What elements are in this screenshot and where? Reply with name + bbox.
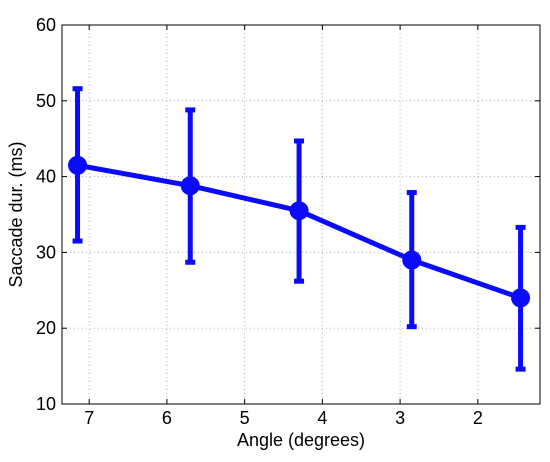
x-tick-label: 2 <box>473 408 483 428</box>
y-tick-label: 20 <box>36 318 56 338</box>
y-tick-label: 60 <box>36 15 56 35</box>
axis-ticks: 7 6 5 4 3 2 10 20 30 40 50 60 <box>36 15 540 428</box>
data-point <box>68 155 88 175</box>
data-series <box>68 86 531 372</box>
x-tick-label: 5 <box>240 408 250 428</box>
data-point <box>402 250 422 270</box>
y-tick-label: 30 <box>36 242 56 262</box>
data-point <box>289 201 309 221</box>
y-axis-label: Saccade dur. (ms) <box>6 141 26 287</box>
y-tick-label: 50 <box>36 91 56 111</box>
x-tick-label: 6 <box>162 408 172 428</box>
x-tick-label: 4 <box>317 408 327 428</box>
x-axis-label: Angle (degrees) <box>237 430 365 450</box>
x-tick-label: 7 <box>84 408 94 428</box>
plot-area-frame <box>61 24 541 405</box>
data-point <box>511 288 531 308</box>
y-tick-label: 40 <box>36 167 56 187</box>
data-point <box>180 176 200 196</box>
y-tick-label: 10 <box>36 394 56 414</box>
x-tick-label: 3 <box>395 408 405 428</box>
